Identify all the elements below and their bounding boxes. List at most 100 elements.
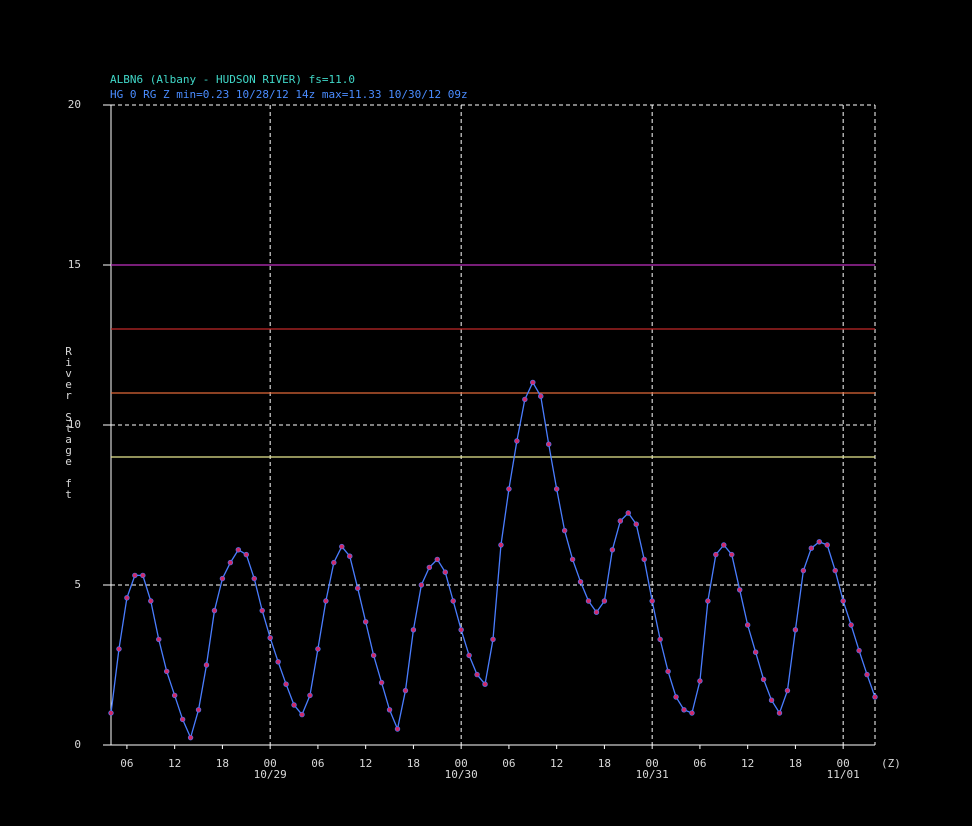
data-point xyxy=(665,668,671,675)
data-point xyxy=(514,438,520,444)
x-tick-label: 00 xyxy=(646,757,659,770)
data-point xyxy=(569,556,576,563)
x-tick-label: 00 xyxy=(837,757,850,770)
y-tick-label: 5 xyxy=(74,578,81,591)
data-point xyxy=(402,687,409,694)
data-point xyxy=(721,542,727,548)
data-point xyxy=(657,636,663,643)
data-point xyxy=(498,542,504,548)
data-point xyxy=(840,598,846,604)
data-point xyxy=(864,671,870,678)
data-point xyxy=(291,702,297,708)
x-tick-label: 12 xyxy=(741,757,754,770)
data-point xyxy=(355,585,361,591)
data-point xyxy=(116,646,122,652)
x-tick-label: 18 xyxy=(789,757,802,770)
data-point xyxy=(386,707,393,713)
data-point xyxy=(593,609,600,615)
x-tick-label: 18 xyxy=(216,757,229,770)
data-point xyxy=(784,687,791,694)
data-point xyxy=(378,679,385,686)
data-point xyxy=(617,518,624,524)
data-point xyxy=(824,542,830,548)
data-point xyxy=(689,710,695,716)
data-point xyxy=(482,681,488,687)
data-point xyxy=(164,668,170,675)
data-point xyxy=(235,547,242,553)
data-point xyxy=(370,652,377,659)
data-point xyxy=(681,707,687,713)
data-point xyxy=(410,627,417,633)
data-point xyxy=(148,598,154,604)
data-point xyxy=(856,647,862,654)
data-point xyxy=(744,622,751,628)
data-point xyxy=(538,393,544,399)
data-point xyxy=(474,671,480,678)
data-point xyxy=(553,486,560,492)
y-axis-label: River Stage ft xyxy=(62,345,75,499)
date-label: 10/29 xyxy=(254,768,287,781)
data-point xyxy=(673,694,679,700)
data-point xyxy=(577,579,584,585)
data-point xyxy=(641,556,647,563)
data-point xyxy=(219,575,226,582)
data-point xyxy=(362,619,369,625)
data-point xyxy=(649,598,655,604)
y-tick-label: 10 xyxy=(68,418,81,431)
data-point xyxy=(227,559,234,566)
data-point xyxy=(625,510,631,516)
data-point xyxy=(546,441,552,447)
date-label: 11/01 xyxy=(827,768,860,781)
data-point xyxy=(458,627,464,633)
date-label: 10/30 xyxy=(445,768,478,781)
data-point xyxy=(275,659,281,665)
x-tick-label: 06 xyxy=(311,757,324,770)
data-point xyxy=(713,551,719,558)
data-point xyxy=(132,572,138,579)
data-point xyxy=(124,595,130,601)
data-point xyxy=(315,646,321,652)
data-point xyxy=(585,598,592,604)
y-tick-label: 15 xyxy=(68,258,81,271)
x-tick-label: 12 xyxy=(550,757,563,770)
x-tick-label: 18 xyxy=(407,757,420,770)
x-tick-label: 06 xyxy=(502,757,515,770)
y-tick-label: 20 xyxy=(68,98,81,111)
data-point xyxy=(299,711,305,718)
data-point xyxy=(418,582,425,588)
data-point xyxy=(347,553,353,559)
data-point xyxy=(466,652,472,659)
data-point xyxy=(522,396,528,403)
data-point xyxy=(776,710,783,716)
data-point xyxy=(442,569,448,575)
x-tick-label: 06 xyxy=(693,757,706,770)
data-point xyxy=(816,539,822,545)
data-point xyxy=(251,575,257,582)
data-point xyxy=(760,676,767,683)
data-point xyxy=(211,607,218,614)
y-tick-label: 0 xyxy=(74,738,81,751)
data-point xyxy=(267,635,273,641)
data-point xyxy=(339,543,345,550)
data-point xyxy=(259,607,265,614)
data-point xyxy=(705,598,711,604)
data-point xyxy=(195,707,202,713)
data-point xyxy=(243,551,249,558)
data-point xyxy=(633,521,639,527)
data-point xyxy=(832,567,838,574)
data-point xyxy=(872,694,878,700)
data-point xyxy=(203,662,210,668)
data-point xyxy=(426,564,433,571)
data-point xyxy=(848,622,854,628)
data-point xyxy=(140,572,146,579)
data-point xyxy=(792,627,799,633)
data-point xyxy=(156,636,162,643)
data-point xyxy=(752,649,759,655)
data-point xyxy=(331,559,337,566)
x-tick-label: 18 xyxy=(598,757,611,770)
data-point xyxy=(187,734,194,741)
x-tick-label: 00 xyxy=(264,757,277,770)
data-point xyxy=(800,567,807,574)
data-point xyxy=(450,598,456,604)
